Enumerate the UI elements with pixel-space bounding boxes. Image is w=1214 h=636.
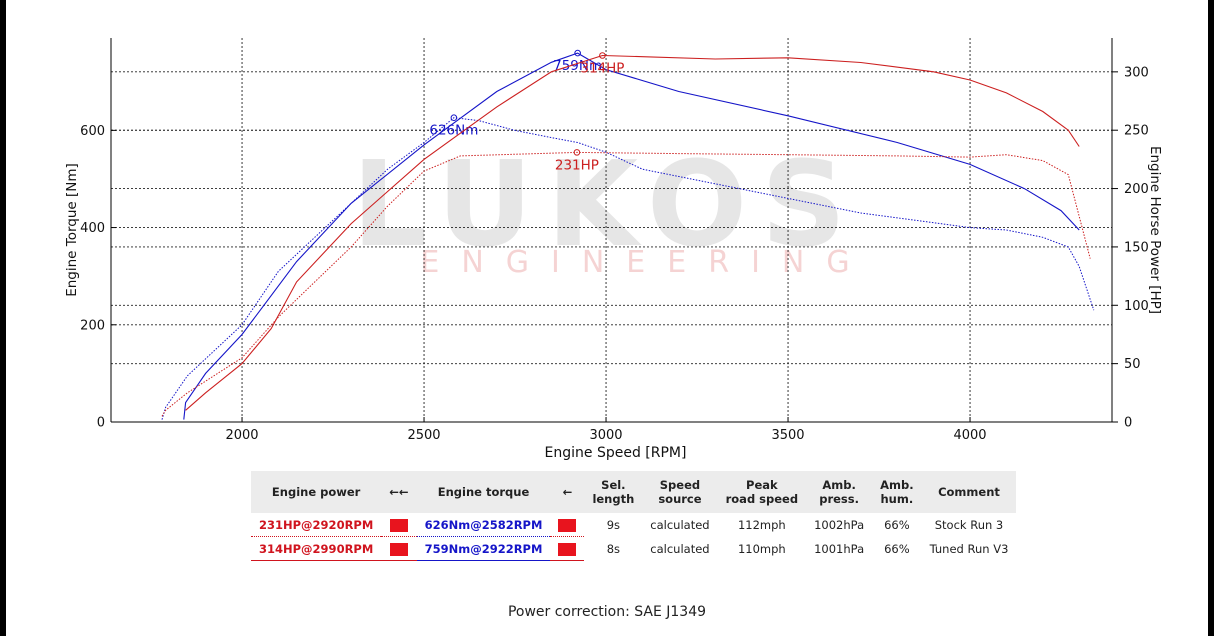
header-amb-press-label: Amb. press. (819, 478, 859, 506)
header-sel-length-label: Sel. length (592, 478, 635, 506)
y-left-tick-label-200: 200 (80, 318, 105, 333)
row-sel-length: 9s (606, 517, 621, 532)
torque-swatch-icon (558, 518, 577, 532)
x-tick-label-3000: 3000 (589, 428, 622, 443)
header-amb-press: Amb. press. (806, 471, 873, 513)
row-comment: Stock Run 3 (934, 517, 1004, 532)
x-axis-title: Engine Speed [RPM] (545, 445, 687, 461)
series-layer: 626Nm 759Nm 231HP 314HP (161, 49, 1095, 420)
peak-label-2: 231HP (555, 157, 599, 173)
y-right-tick-label-200: 200 (1124, 182, 1149, 197)
x-tick-label-2000: 2000 (225, 428, 258, 443)
row-speed-source: calculated (650, 541, 710, 556)
y-right-tick-label-250: 250 (1124, 124, 1149, 139)
table-header-row: Engine power ←← Engine torque ← Sel. leng… (251, 471, 1017, 513)
row-comment: Tuned Run V3 (929, 541, 1009, 556)
row-engine-torque: 759Nm@2922RPM (416, 536, 551, 561)
power-toggle[interactable] (381, 513, 417, 537)
header-speed-source: Speed source (642, 471, 718, 513)
header-peak-road-speed-label: Peak road speed (725, 478, 799, 506)
header-sel-length: Sel. length (584, 471, 643, 513)
x-tick-label-3500: 3500 (771, 428, 804, 443)
header-amb-hum-label: Amb. hum. (880, 478, 914, 506)
header-speed-source-label: Speed source (658, 478, 702, 506)
row-amb-press: 1001hPa (814, 541, 865, 556)
table-row: 231HP@2920RPM 626Nm@2582RPM 9s calculate… (251, 513, 1016, 537)
x-tick-label-4000: 4000 (953, 428, 986, 443)
table-row: 314HP@2990RPM 759Nm@2922RPM 8s calculate… (251, 536, 1016, 561)
header-torque-marker: ← (550, 471, 585, 513)
row-sel-length: 8s (606, 541, 621, 556)
y-right-axis-title: Engine Horse Power [HP] (1147, 146, 1163, 314)
peak-marker-3 (599, 52, 606, 59)
chart-grid (111, 38, 1112, 422)
y-left-tick-label-0: 0 (97, 416, 105, 431)
torque-toggle[interactable] (550, 536, 585, 561)
y-right-tick-label-50: 50 (1124, 357, 1141, 372)
peak-marker-2 (573, 149, 581, 156)
header-peak-road-speed: Peak road speed (717, 471, 807, 513)
y-left-tick-label-400: 400 (80, 221, 105, 236)
series-line-2 (161, 151, 1091, 417)
header-engine-power: Engine power (251, 471, 382, 513)
row-amb-press: 1002hPa (814, 517, 865, 532)
power-swatch-icon (389, 518, 408, 532)
series-line-3 (185, 54, 1080, 411)
row-engine-power: 231HP@2920RPM (251, 513, 382, 537)
results-table: Engine power ←← Engine torque ← Sel. leng… (251, 471, 1017, 561)
watermark-logo-text: LUKOS (352, 135, 860, 273)
x-tick-label-2500: 2500 (407, 428, 440, 443)
header-comment: Comment (921, 471, 1017, 513)
series-line-1 (183, 52, 1080, 420)
y-right-tick-label-0: 0 (1124, 416, 1132, 431)
power-swatch-icon (389, 542, 408, 556)
header-amb-hum: Amb. hum. (872, 471, 922, 513)
dyno-report-page: LUKOS ENGINEERING 626Nm 759Nm 231HP 314HP 20… (6, 0, 1208, 636)
row-peak-road-speed: 110mph (737, 541, 786, 556)
y-left-tick-label-600: 600 (80, 124, 105, 139)
peak-label-3: 314HP (580, 61, 624, 77)
peak-marker-1 (574, 49, 581, 57)
y-right-tick-label-100: 100 (1124, 299, 1149, 314)
peak-marker-0 (450, 114, 458, 122)
torque-toggle[interactable] (550, 513, 585, 537)
y-right-tick-label-300: 300 (1124, 65, 1149, 80)
series-line-0 (161, 117, 1095, 420)
header-engine-torque: Engine torque (416, 471, 551, 513)
watermark-sub-text: ENGINEERING (420, 245, 871, 280)
row-peak-road-speed: 112mph (737, 517, 786, 532)
row-engine-torque: 626Nm@2582RPM (416, 513, 551, 537)
row-amb-hum: 66% (884, 517, 910, 532)
peak-label-0: 626Nm (429, 123, 478, 139)
y-right-tick-label-150: 150 (1124, 240, 1149, 255)
chart-axes: 2000 2500 3000 3500 4000 0 200 400 600 0 50 100 150 2… (64, 38, 1163, 461)
header-power-marker: ←← (381, 471, 417, 513)
peak-label-1: 759Nm (553, 58, 602, 74)
row-speed-source: calculated (650, 517, 710, 532)
power-toggle[interactable] (381, 536, 417, 561)
power-correction-note: Power correction: SAE J1349 (507, 604, 707, 620)
torque-swatch-icon (558, 542, 577, 556)
y-left-axis-title: Engine Torque [Nm] (64, 163, 80, 297)
row-amb-hum: 66% (884, 541, 910, 556)
row-engine-power: 314HP@2990RPM (251, 536, 382, 561)
